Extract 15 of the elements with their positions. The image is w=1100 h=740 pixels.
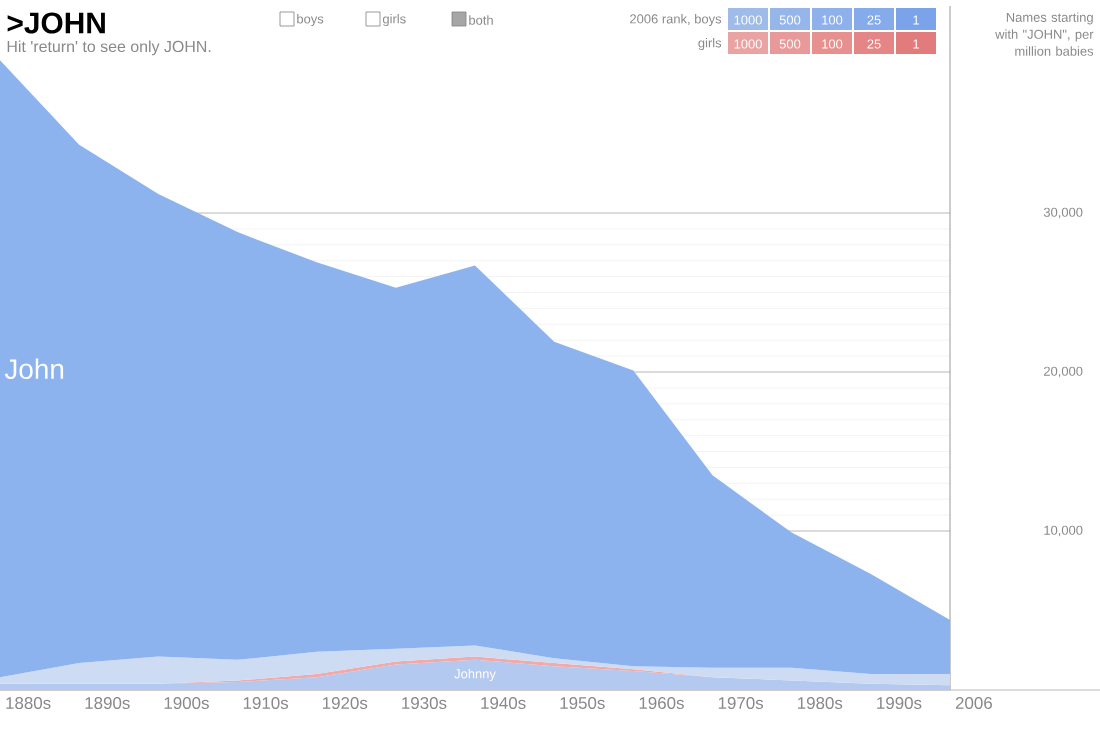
x-tick-label: 1980s [798,697,843,710]
x-tick-label: 1910s [243,697,289,710]
chart-title: >JOHN [7,12,105,34]
x-tick-label: 2006 [955,697,992,710]
x-tick-label: 1940s [481,697,526,710]
x-tick-label: 1970s [718,697,764,710]
series-label: John [4,358,64,380]
x-tick-label: 1950s [560,697,605,710]
x-tick-label: 1990s [877,697,922,710]
x-tick-label: 1890s [85,697,130,710]
x-tick-label: 1900s [164,697,209,710]
x-tick-label: 1920s [322,697,368,710]
x-tick-label: 1880s [6,697,51,710]
x-tick-label: 1960s [639,697,684,710]
x-tick-label: 1930s [402,697,447,710]
